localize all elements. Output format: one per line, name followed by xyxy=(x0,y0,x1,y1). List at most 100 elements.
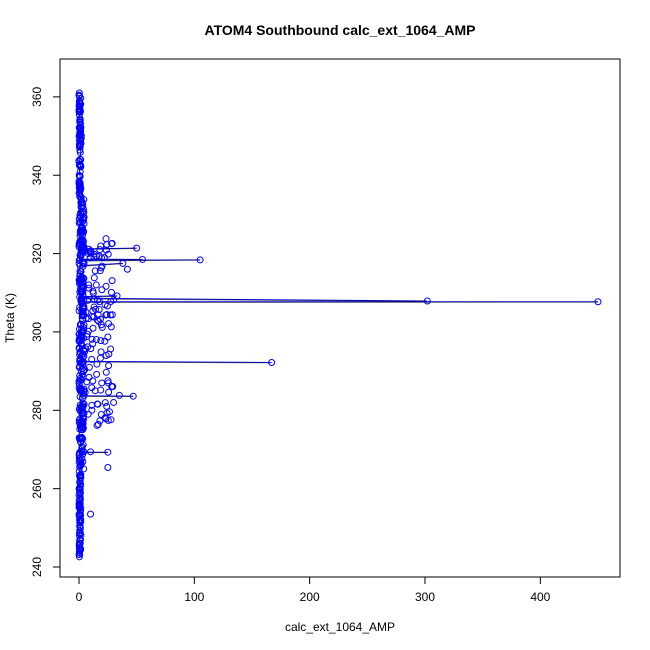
data-point xyxy=(77,339,85,347)
data-point xyxy=(75,256,83,264)
data-point xyxy=(75,276,83,284)
data-point xyxy=(123,265,131,273)
data-point xyxy=(77,274,85,282)
data-point xyxy=(80,260,88,268)
data-point xyxy=(78,237,86,245)
data-point xyxy=(76,489,84,497)
y-tick-label: 260 xyxy=(30,478,44,498)
x-tick-label: 200 xyxy=(300,590,320,604)
data-point xyxy=(98,286,106,294)
data-point xyxy=(77,546,85,554)
data-point xyxy=(78,294,86,302)
data-point xyxy=(85,245,93,253)
data-point xyxy=(105,350,113,358)
data-point xyxy=(77,320,85,328)
data-point xyxy=(104,416,112,424)
data-point xyxy=(196,256,204,264)
data-point xyxy=(77,419,85,427)
data-point xyxy=(76,492,84,500)
data-points xyxy=(75,89,602,561)
data-point xyxy=(77,367,85,375)
y-axis: 240 260 280 300 320 340 360 xyxy=(30,87,61,577)
data-point xyxy=(105,362,113,370)
data-point xyxy=(97,348,105,356)
data-point xyxy=(138,255,146,263)
data-point xyxy=(107,298,115,306)
x-axis: 0 100 200 300 400 xyxy=(76,576,551,604)
data-point xyxy=(102,235,110,243)
data-point xyxy=(75,183,83,191)
chart-title: ATOM4 Southbound calc_ext_1064_AMP xyxy=(205,22,476,38)
data-point xyxy=(77,376,85,384)
data-point xyxy=(80,228,88,236)
data-point xyxy=(80,409,88,417)
data-point xyxy=(105,388,113,396)
data-point xyxy=(90,303,98,311)
spike-line-dark xyxy=(78,361,272,364)
data-point xyxy=(76,488,84,496)
data-point xyxy=(77,289,85,297)
data-point xyxy=(97,337,105,345)
data-point xyxy=(76,115,84,123)
x-tick-label: 400 xyxy=(530,590,550,604)
data-point xyxy=(84,343,92,351)
data-point xyxy=(77,94,85,102)
data-point xyxy=(77,198,85,206)
data-point xyxy=(79,274,87,282)
data-point xyxy=(108,383,116,391)
data-point xyxy=(104,448,112,456)
data-point xyxy=(76,190,84,198)
data-point xyxy=(102,368,110,376)
data-point xyxy=(102,282,110,290)
data-point xyxy=(76,262,84,270)
data-point xyxy=(76,267,84,275)
data-point xyxy=(80,346,88,354)
x-tick-label: 100 xyxy=(184,590,204,604)
data-point xyxy=(76,435,84,443)
data-point xyxy=(76,519,84,527)
data-point xyxy=(75,484,83,492)
data-point xyxy=(87,510,95,518)
x-tick-label: 300 xyxy=(415,590,435,604)
data-point xyxy=(76,103,84,111)
data-point xyxy=(81,366,89,374)
data-point xyxy=(104,463,112,471)
data-point xyxy=(76,472,84,480)
data-point xyxy=(108,311,116,319)
data-point xyxy=(103,402,111,410)
data-point xyxy=(76,155,84,163)
data-point xyxy=(77,535,85,543)
data-point xyxy=(101,399,109,407)
data-point xyxy=(76,146,84,154)
data-point xyxy=(89,377,97,385)
data-point xyxy=(75,379,83,387)
data-point xyxy=(105,320,113,328)
data-point xyxy=(75,504,83,512)
data-point xyxy=(78,245,86,253)
data-point xyxy=(110,398,118,406)
data-point xyxy=(88,312,96,320)
data-point xyxy=(107,416,115,424)
data-point xyxy=(89,324,97,332)
data-point xyxy=(94,420,102,428)
data-point xyxy=(97,410,105,418)
data-point xyxy=(98,379,106,387)
data-point xyxy=(76,500,84,508)
data-point xyxy=(98,323,106,331)
data-point xyxy=(76,536,84,544)
data-point xyxy=(85,281,93,289)
data-point xyxy=(75,171,83,179)
data-point xyxy=(76,162,84,170)
data-point xyxy=(103,302,111,310)
y-tick-label: 360 xyxy=(30,87,44,107)
data-point xyxy=(93,360,101,368)
data-point xyxy=(81,388,89,396)
data-point xyxy=(93,296,101,304)
data-point xyxy=(91,267,99,275)
data-point xyxy=(79,215,87,223)
y-tick-label: 300 xyxy=(30,322,44,342)
data-point xyxy=(77,471,85,479)
spike-line-dark xyxy=(78,298,428,302)
data-point xyxy=(78,316,86,324)
